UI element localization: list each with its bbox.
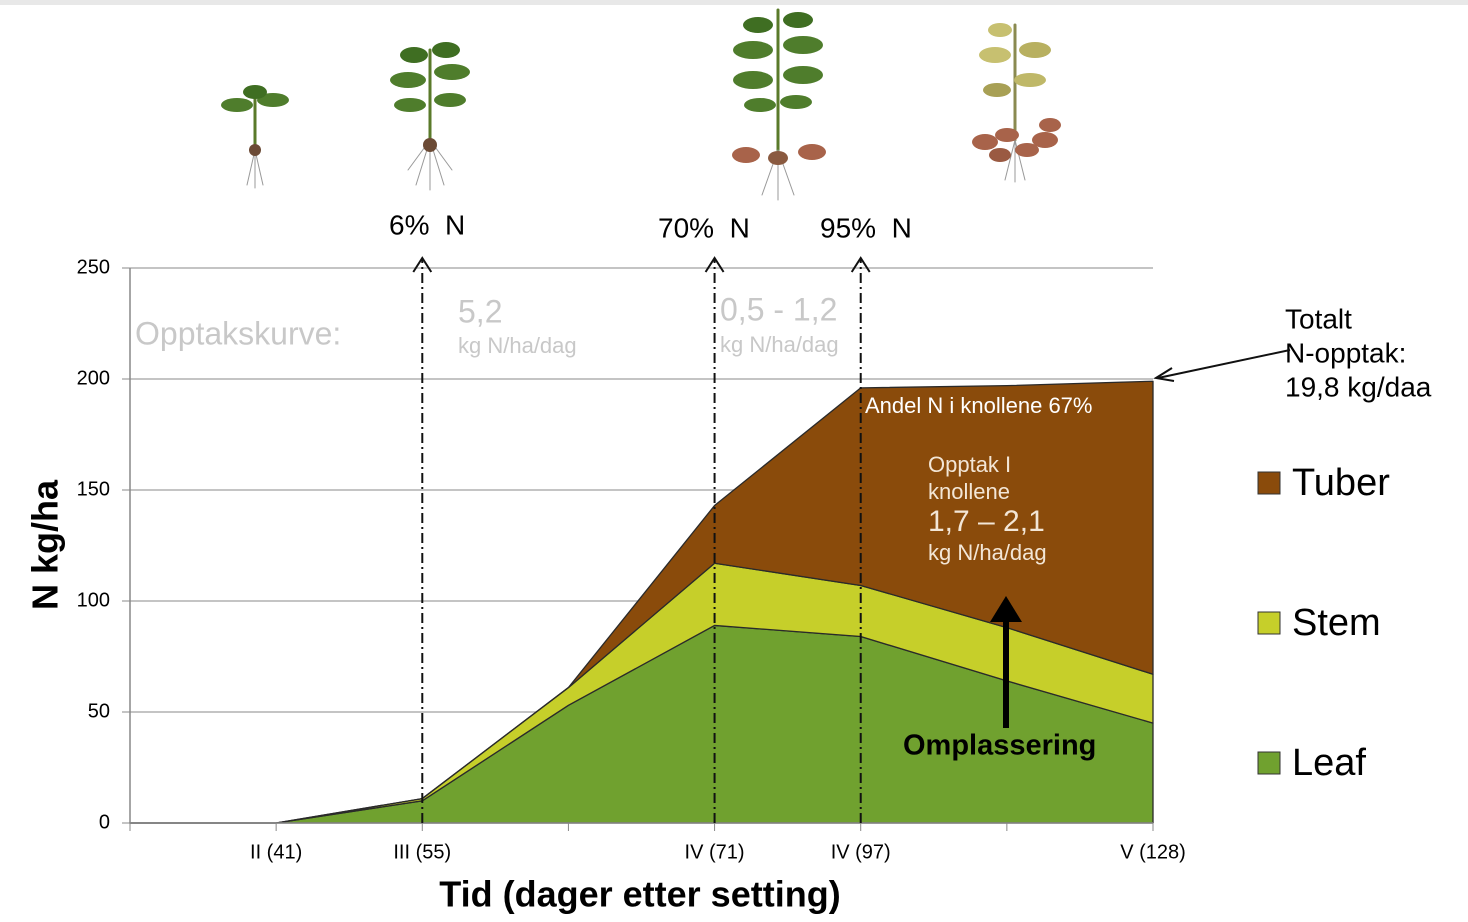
legend-swatch: [1258, 472, 1280, 494]
annotation: 1,7 – 2,1: [928, 505, 1045, 538]
annotation: 95% N: [820, 212, 912, 243]
legend-label: Stem: [1292, 602, 1381, 644]
x-tick-label: IV (97): [831, 841, 891, 863]
chart: 0 50 100 150 200 250 II (41) III (55) IV (71) IV …: [0, 0, 1468, 922]
annotation: kg N/ha/dag: [928, 540, 1047, 565]
y-tick-label: 50: [88, 700, 110, 722]
x-tick-label: V (128): [1120, 841, 1186, 863]
legend-label: Leaf: [1292, 742, 1366, 784]
y-tick-label: 0: [99, 811, 110, 833]
annotation: 5,2: [458, 293, 502, 329]
y-tick-label: 100: [77, 589, 110, 611]
annotation: Totalt: [1285, 303, 1352, 334]
top-strip: [0, 0, 1468, 5]
x-axis-label: Tid (dager etter setting): [439, 874, 840, 915]
annotation: Opptak I: [928, 452, 1011, 477]
annotation: 70% N: [658, 212, 750, 243]
legend-label: Tuber: [1292, 462, 1390, 504]
annotation: Omplassering: [903, 730, 1096, 762]
annotation: kg N/ha/dag: [458, 333, 577, 358]
x-tick-label: IV (71): [685, 841, 745, 863]
annotation: knollene: [928, 479, 1010, 504]
annotation: Opptakskurve:: [135, 315, 341, 351]
annotation: N-opptak:: [1285, 337, 1406, 368]
annotation: 19,8 kg/daa: [1285, 371, 1432, 402]
annotation: 6% N: [389, 209, 465, 240]
y-axis-label: N kg/ha: [25, 479, 66, 610]
annotation-arrow: [1158, 350, 1290, 378]
annotation: 0,5 - 1,2: [720, 291, 837, 327]
y-tick-label: 250: [77, 256, 110, 278]
annotation: Andel N i knollene 67%: [865, 393, 1092, 418]
x-tick-label: II (41): [250, 841, 302, 863]
legend-swatch: [1258, 612, 1280, 634]
x-tick-label: III (55): [393, 841, 451, 863]
annotation: kg N/ha/dag: [720, 332, 839, 357]
y-tick-label: 150: [77, 478, 110, 500]
legend-swatch: [1258, 752, 1280, 774]
plant-icons: [221, 10, 1061, 200]
y-tick-label: 200: [77, 367, 110, 389]
